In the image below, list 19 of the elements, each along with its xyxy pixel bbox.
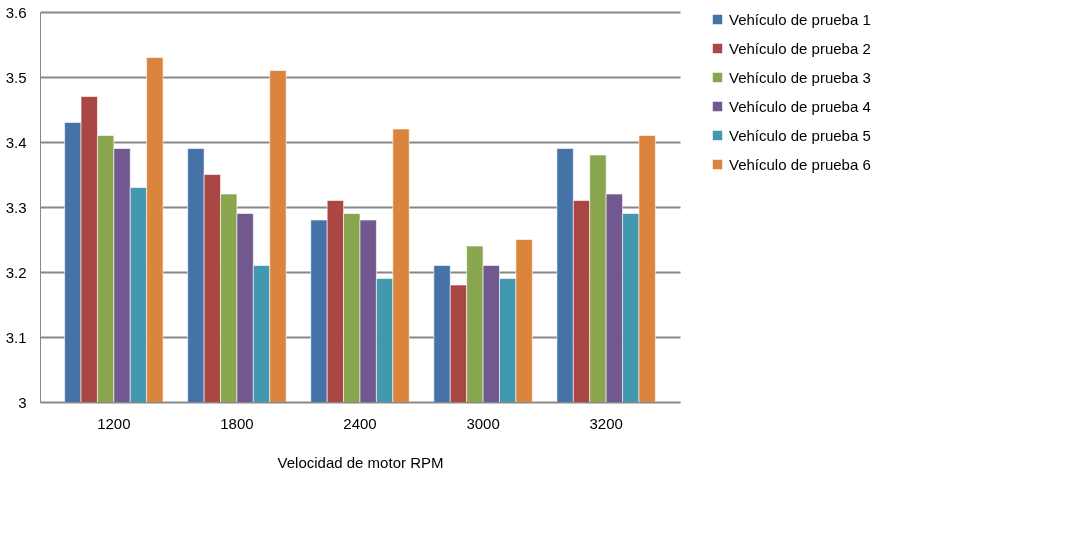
y-tick-label: 3.2 [5, 263, 27, 281]
legend-label: Vehículo de prueba 6 [729, 155, 871, 173]
x-tick-label: 1800 [220, 414, 254, 432]
x-tick-label: 2400 [343, 414, 377, 432]
legend-label: Vehículo de prueba 4 [729, 97, 871, 115]
y-tick-label: 3.5 [5, 68, 27, 86]
y-tick-label: 3.3 [5, 198, 27, 216]
x-tick-label: 1200 [97, 414, 131, 432]
legend-label: Vehículo de prueba 1 [729, 10, 871, 28]
legend-label: Vehículo de prueba 2 [729, 39, 871, 57]
legend-label: Vehículo de prueba 3 [729, 68, 871, 86]
x-tick-label: 3200 [589, 414, 623, 432]
y-tick-label: 3.6 [5, 3, 27, 21]
x-axis-title: Velocidad de motor RPM [277, 453, 444, 471]
legend-label: Vehículo de prueba 5 [729, 126, 871, 144]
x-tick-label: 3000 [466, 414, 500, 432]
y-tick-label: 3 [18, 393, 27, 411]
y-tick-label: 3.4 [5, 133, 27, 151]
y-tick-label: 3.1 [5, 328, 27, 346]
